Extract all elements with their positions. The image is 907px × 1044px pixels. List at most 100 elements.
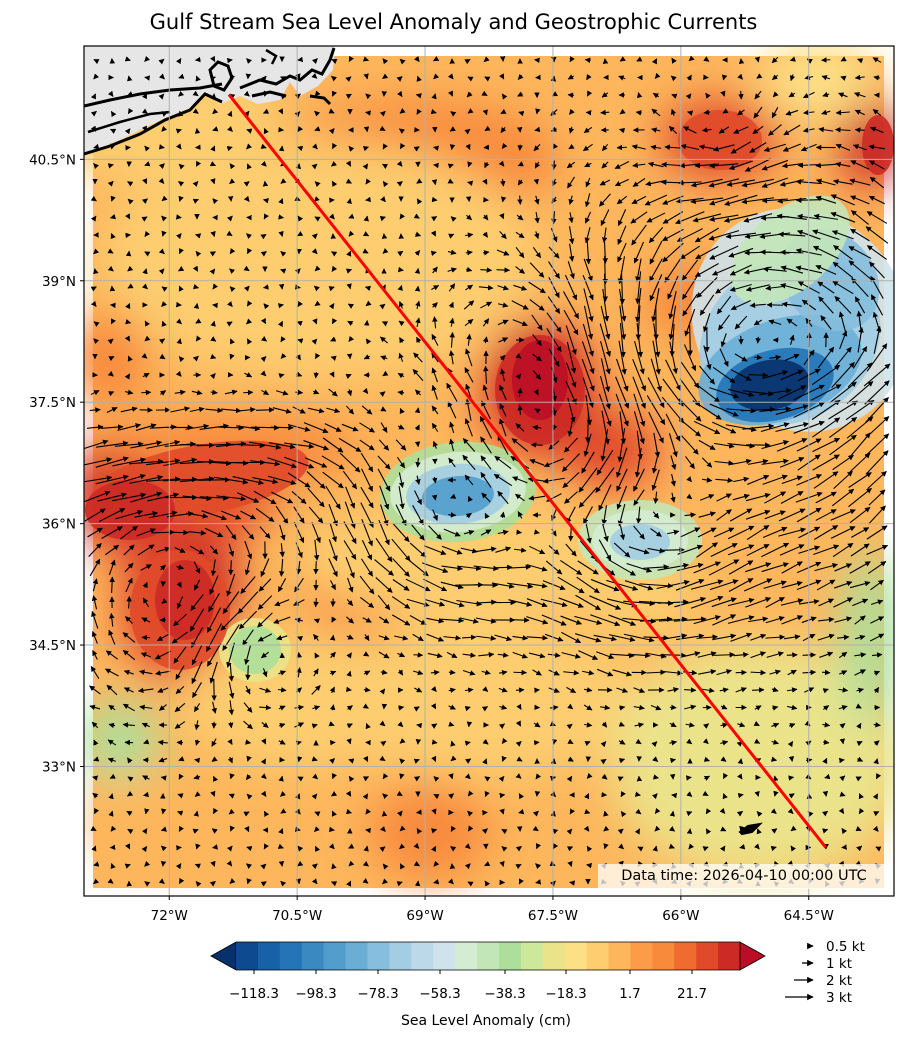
- current-vector-arrow: [193, 810, 199, 817]
- current-vector-arrow: [669, 704, 677, 711]
- current-vector-arrow: [550, 227, 558, 243]
- current-vector-arrow: [780, 265, 804, 274]
- current-vector-arrow: [151, 529, 175, 536]
- current-vector-arrow: [280, 251, 287, 257]
- current-vector-arrow: [294, 268, 301, 275]
- current-vector-arrow: [513, 284, 528, 291]
- current-vector-arrow: [631, 144, 646, 150]
- current-vector-arrow: [347, 320, 354, 327]
- current-vector-arrow: [209, 251, 216, 257]
- current-vector-arrow: [698, 144, 715, 150]
- current-vector-arrow: [160, 775, 167, 781]
- current-vector-arrow: [584, 227, 591, 244]
- current-vector-arrow: [518, 110, 525, 117]
- lat-tick-label: 40.5°N: [29, 152, 76, 168]
- current-vector-arrow: [210, 320, 216, 327]
- current-vector-arrow: [210, 145, 216, 152]
- current-vector-arrow: [127, 91, 134, 97]
- current-vector-arrow: [716, 295, 732, 315]
- current-vector-arrow: [448, 669, 456, 676]
- current-vector-arrow: [569, 56, 575, 63]
- current-vector-arrow: [834, 296, 852, 314]
- current-vector-arrow: [568, 143, 575, 150]
- current-vector-arrow: [668, 291, 677, 320]
- current-vector-arrow: [851, 277, 869, 298]
- current-vector-arrow: [654, 72, 661, 79]
- current-vector-arrow: [617, 225, 627, 245]
- colorbar-tick-label: −78.3: [357, 986, 398, 1002]
- current-vector-arrow: [599, 193, 611, 207]
- current-vector-arrow: [482, 214, 489, 221]
- current-vector-arrow: [363, 845, 369, 852]
- current-vector-arrow: [416, 75, 422, 82]
- current-vector-arrow: [649, 274, 663, 302]
- current-vector-arrow: [93, 143, 100, 150]
- current-vector-arrow: [480, 301, 493, 309]
- data-time-stamp: Data time: 2026-04-10 00:00 UTC: [598, 864, 890, 889]
- current-vector-arrow: [500, 196, 507, 203]
- current-vector-arrow: [127, 181, 134, 187]
- current-vector-arrow: [142, 268, 148, 275]
- current-vector-arrow: [601, 143, 609, 152]
- current-vector-arrow: [676, 228, 704, 242]
- current-vector-arrow: [599, 179, 611, 186]
- current-vector-arrow: [833, 245, 853, 260]
- current-vector-arrow: [515, 266, 525, 274]
- current-vector-arrow: [430, 230, 437, 237]
- current-vector-arrow: [651, 108, 661, 117]
- current-vector-arrow: [725, 232, 756, 239]
- current-vector-arrow: [243, 285, 250, 292]
- current-vector-arrow: [688, 55, 695, 62]
- current-vector-arrow: [263, 213, 269, 220]
- current-vector-arrow: [686, 74, 692, 81]
- current-vector-arrow: [584, 193, 591, 208]
- current-vector-arrow: [465, 143, 471, 150]
- current-vector-arrow: [345, 268, 353, 274]
- current-vector-arrow: [243, 110, 250, 117]
- current-vector-arrow: [773, 775, 779, 782]
- current-vector-arrow: [345, 76, 352, 83]
- lon-tick-label: 72°W: [151, 908, 188, 924]
- current-vector-arrow: [533, 178, 539, 185]
- current-vector-arrow: [772, 91, 779, 98]
- current-vector-arrow: [314, 181, 321, 188]
- current-vector-arrow: [363, 126, 370, 133]
- current-vector-arrow: [568, 226, 575, 245]
- current-vector-arrow: [141, 93, 148, 100]
- current-vector-arrow: [314, 265, 321, 272]
- current-vector-arrow: [311, 248, 318, 255]
- current-vector-arrow: [671, 57, 677, 64]
- quiver-key: 0.5 kt1 kt2 kt3 kt: [785, 939, 865, 1006]
- current-vector-arrow: [399, 142, 406, 150]
- current-vector-arrow: [771, 56, 779, 64]
- current-vector-arrow: [212, 108, 219, 115]
- current-vector-arrow: [246, 233, 253, 239]
- current-vector-arrow: [496, 267, 511, 273]
- quiver-key-label: 0.5 kt: [826, 939, 865, 955]
- current-vector-arrow: [399, 773, 405, 780]
- current-vector-arrow: [535, 108, 541, 115]
- current-vector-arrow: [619, 271, 626, 305]
- current-vector-arrow: [346, 283, 352, 290]
- current-vector-arrow: [397, 250, 404, 257]
- current-vector-arrow: [90, 93, 97, 100]
- current-vector-arrow: [246, 300, 253, 307]
- current-vector-arrow: [583, 126, 593, 134]
- current-vector-arrow: [210, 178, 216, 185]
- current-vector-arrow: [723, 213, 758, 223]
- current-vector-arrow: [722, 108, 729, 114]
- current-vector-arrow: [831, 230, 854, 240]
- current-vector-arrow: [144, 230, 151, 237]
- current-vector-arrow: [314, 110, 321, 117]
- current-vector-arrow: [726, 179, 756, 187]
- current-vector-arrow: [331, 180, 338, 187]
- current-vector-arrow: [362, 231, 370, 237]
- current-vector-arrow: [466, 214, 473, 221]
- current-vector-arrow: [331, 251, 338, 257]
- current-vector-arrow: [711, 264, 736, 276]
- current-vector-arrow: [260, 251, 267, 257]
- current-vector-arrow: [682, 275, 698, 300]
- current-vector-arrow: [331, 318, 338, 325]
- current-vector-arrow: [413, 213, 420, 219]
- current-vector-arrow: [617, 242, 627, 263]
